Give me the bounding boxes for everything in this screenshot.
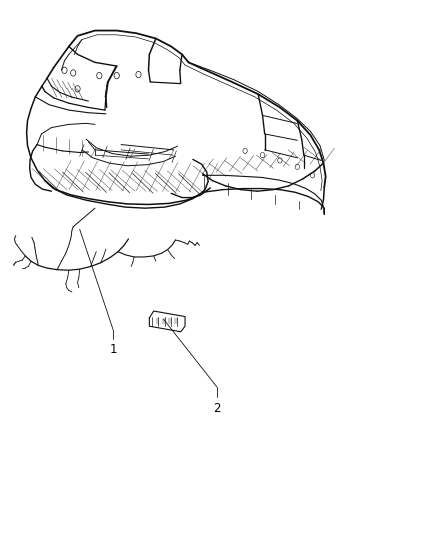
Bar (156, 318, 159, 324)
Bar (168, 318, 171, 324)
Text: 1: 1 (110, 343, 117, 357)
Bar (162, 318, 165, 324)
Bar (174, 318, 177, 324)
Text: 2: 2 (213, 402, 221, 415)
